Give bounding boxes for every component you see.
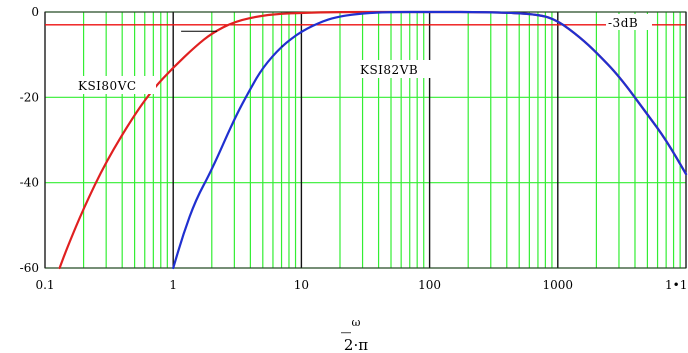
- reference-label-background: [606, 14, 652, 30]
- minor-grid: [45, 11, 686, 269]
- series-line-ksi82vb: [172, 10, 688, 270]
- plot-area: [45, 12, 686, 268]
- x-tick-label: 1: [169, 278, 177, 292]
- x-tick-label: 1000: [543, 278, 574, 292]
- x-tick-label: 10: [294, 278, 309, 292]
- y-tick-label: -20: [20, 90, 39, 104]
- y-tick-label: -60: [20, 261, 39, 275]
- annotation-background: [74, 76, 156, 94]
- reference-line-label: -3dB: [608, 16, 638, 30]
- annotation-label-ksi80vc: KSI80VC: [78, 79, 137, 93]
- annotations-group: KSI80VC KSI82VB: [74, 30, 438, 94]
- y-tick-label: -40: [20, 176, 39, 190]
- x-tick-label: 1•10: [665, 278, 688, 292]
- x-tick-label: 0.1: [35, 278, 54, 292]
- x-axis-label-denominator: 2·π: [344, 336, 368, 353]
- x-tick-label: 100: [418, 278, 441, 292]
- x-axis-label-fraction-line: —: [341, 326, 352, 339]
- y-tick-label: 0: [31, 5, 39, 19]
- x-axis-label: ω — 2·π: [341, 316, 369, 353]
- x-axis-label-numerator: ω: [352, 316, 361, 329]
- series-group: [58, 10, 688, 270]
- major-grid: [44, 11, 687, 269]
- annotation-label-ksi82vb: KSI82VB: [360, 63, 418, 77]
- reference-line-group: -3dB: [45, 14, 686, 30]
- annotation-background: [356, 60, 438, 78]
